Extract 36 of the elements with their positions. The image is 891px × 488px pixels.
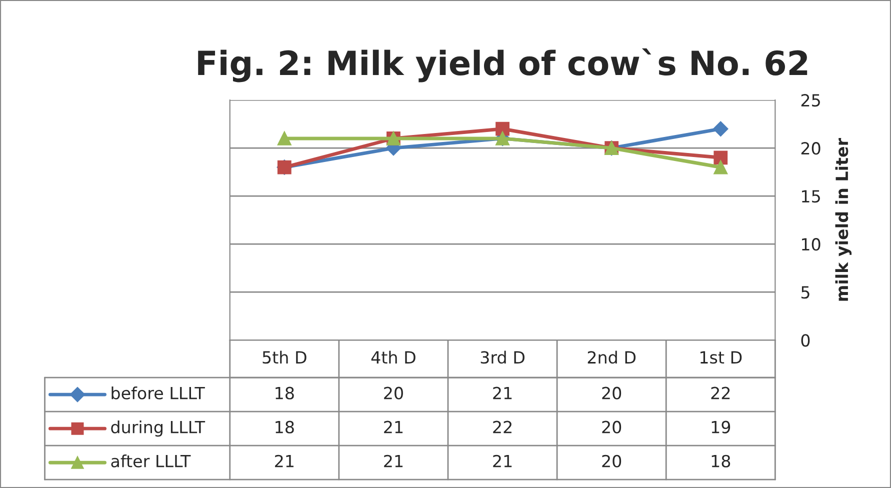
point [714,160,728,174]
data-label: 21 [493,386,512,400]
data-label: 18 [712,454,730,468]
data-label: 20 [384,386,403,400]
point [277,132,292,146]
legend-label: after LLLT [111,454,191,468]
y-tick-label: 0 [801,334,810,347]
y-tick-label: 15 [802,190,820,203]
data-label: 21 [275,454,294,468]
y-tick-label: 10 [802,238,820,251]
data-label: 18 [276,420,294,434]
point [496,122,510,136]
point [714,150,728,165]
legend-label: before LLLT [112,386,205,400]
data-label: 19 [712,420,730,434]
data-label: 21 [384,420,403,434]
x-tick-label: 3rd D [480,350,524,364]
data-label: 20 [602,386,622,400]
data-label: 21 [493,454,512,468]
y-tick-label: 25 [801,94,820,107]
y-tick-label: 20 [801,142,820,155]
data-label: 20 [602,420,622,434]
data-label: 18 [276,386,294,400]
x-tick-label: 5th D [262,350,306,364]
legend-label: during LLLT [111,420,206,437]
data-label: 21 [384,454,403,468]
y-axis-title: milk yield in Liter [835,138,852,301]
data-label: 20 [602,454,622,468]
y-tick-label: 5 [801,286,810,299]
data-label: 22 [493,420,512,434]
x-tick-label: 1st D [700,351,742,364]
x-tick-label: 4th D [371,350,416,364]
point [713,121,728,136]
data-label: 22 [711,386,730,400]
x-tick-label: 2nd D [588,350,636,364]
chart-title: Fig. 2: Milk yield of cow`s No. 62 [198,48,808,82]
